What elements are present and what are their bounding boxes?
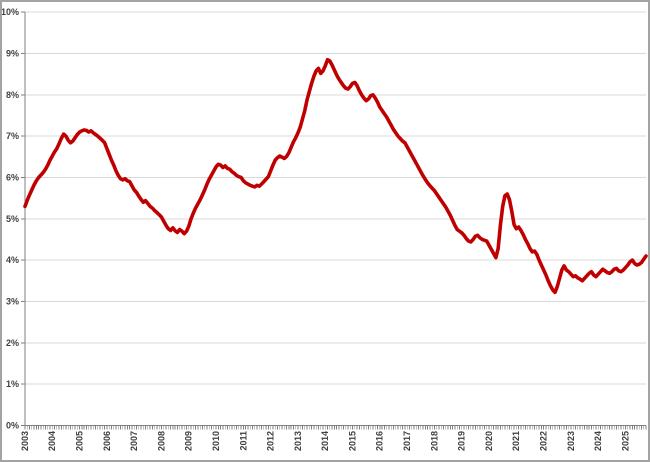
x-axis-label: 2019: [457, 431, 467, 451]
x-axis-label: 2012: [266, 431, 276, 451]
x-axis-label: 2013: [293, 431, 303, 451]
x-axis-label: 2015: [347, 431, 357, 451]
x-axis-label: 2024: [593, 431, 603, 451]
y-axis-label: 3%: [6, 296, 19, 306]
x-axis-label: 2020: [484, 431, 494, 451]
y-axis-label: 10%: [1, 7, 19, 17]
x-axis-label: 2007: [129, 431, 139, 451]
y-axis-label: 7%: [6, 131, 19, 141]
x-axis-label: 2010: [211, 431, 221, 451]
y-axis-label: 2%: [6, 338, 19, 348]
data-series-line: [23, 57, 648, 295]
x-axis-label: 2022: [539, 431, 549, 451]
x-axis-label: 2025: [620, 431, 630, 451]
y-axis-label: 8%: [6, 90, 19, 100]
x-axis-label: 2004: [47, 431, 57, 451]
x-axis-label: 2008: [156, 431, 166, 451]
x-axis-label: 2016: [375, 431, 385, 451]
y-axis-label: 9%: [6, 49, 19, 59]
x-axis-label: 2018: [429, 431, 439, 451]
x-axis-label: 2009: [184, 431, 194, 451]
x-axis-label: 2023: [566, 431, 576, 451]
x-axis-label: 2005: [74, 431, 84, 451]
y-axis-label: 0%: [6, 420, 19, 430]
y-axis-label: 4%: [6, 255, 19, 265]
y-axis-label: 6%: [6, 172, 19, 182]
x-axis-label: 2011: [238, 431, 248, 451]
x-axis-label: 2003: [20, 431, 30, 451]
x-axis-label: 2021: [511, 431, 521, 451]
x-axis-label: 2006: [102, 431, 112, 451]
x-axis-label: 2014: [320, 431, 330, 451]
x-axis-label: 2017: [402, 431, 412, 451]
y-axis-label: 1%: [6, 379, 19, 389]
y-axis-label: 5%: [6, 214, 19, 224]
